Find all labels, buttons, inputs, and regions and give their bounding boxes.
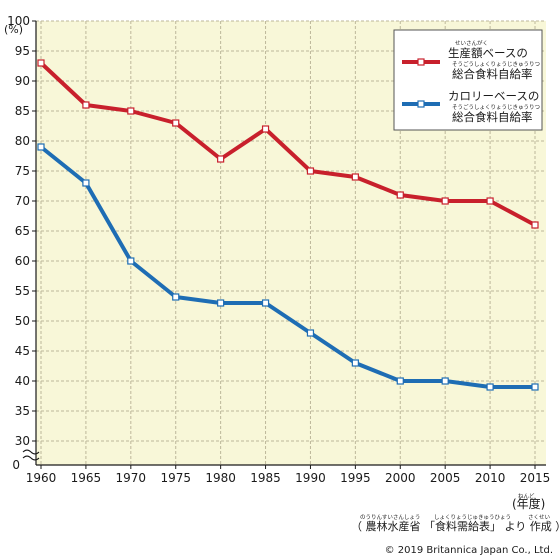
legend-label-production-1: 生産額ベースの (448, 46, 528, 60)
x-tick-label: 2000 (385, 471, 416, 485)
source-org-ruby: のうりんすいさんしょう (360, 514, 420, 521)
x-tick-label: 2015 (520, 471, 551, 485)
series-0-point (486, 197, 494, 205)
x-tick-label: 1985 (250, 471, 281, 485)
y-tick-label-zero: 0 (12, 458, 20, 472)
y-tick-label: 85 (15, 104, 30, 118)
legend-label-calorie-2: 総合食料自給率 (452, 110, 533, 124)
y-tick-labels: 30 35 40 45 50 55 60 65 70 75 80 85 90 95 100 0 (7, 14, 36, 472)
grid-lines (36, 20, 546, 465)
series-0-point (306, 167, 315, 175)
x-unit-label: (年度) (512, 496, 545, 511)
series-line-0 (39, 61, 536, 227)
series-1-point (82, 179, 90, 187)
series-1-point (531, 383, 539, 391)
source-doc-ruby: しょくりょうじゅきゅうひょう (434, 514, 511, 521)
series-1-point (261, 299, 270, 307)
y-tick-label: 80 (15, 134, 30, 148)
series-0-point (351, 173, 359, 181)
legend: せいさんがく 生産額ベースの そうごうしょくりょうじきゅうりつ 総合食料自給率 … (393, 29, 543, 131)
legend-ruby-production-2: そうごうしょくりょうじきゅうりつ (452, 60, 540, 68)
series-1-point (306, 329, 315, 337)
y-tick-label: 55 (15, 284, 30, 298)
series-1-point (172, 293, 180, 301)
y-tick-label: 40 (15, 374, 30, 388)
x-tick-labels: 1960 1965 1970 1975 1980 1985 1990 1995 2000 2005… (26, 465, 551, 485)
legend-box (393, 29, 543, 131)
y-tick-label: 95 (15, 44, 30, 58)
x-tick-label: 2010 (475, 471, 506, 485)
series-1-point (351, 359, 359, 367)
x-tick-label: 2005 (430, 471, 461, 485)
y-tick-label: 90 (15, 74, 30, 88)
series-1-point (396, 377, 404, 385)
series-1-point (217, 299, 225, 307)
x-tick-label: 1960 (26, 471, 57, 485)
legend-label-calorie-1: カロリーベースの (448, 89, 539, 103)
x-tick-label: 1995 (340, 471, 371, 485)
series-1-point (37, 143, 45, 151)
series-layer (37, 59, 539, 391)
series-0-point (217, 155, 225, 163)
series-0-point (82, 101, 90, 109)
y-tick-label: 35 (15, 404, 30, 418)
y-tick-label: 70 (15, 194, 30, 208)
source-note: のうりんすいさんしょう しょくりょうじゅきゅうひょう さくせい （ 農林水産省 … (351, 514, 560, 533)
legend-marker-calorie (417, 100, 425, 108)
legend-label-production-2: 総合食料自給率 (452, 67, 533, 81)
y-tick-label: 50 (15, 314, 30, 328)
x-tick-label: 1980 (205, 471, 236, 485)
series-0-point (261, 125, 270, 133)
axis-break-mark (22, 449, 40, 461)
x-tick-label: 1990 (295, 471, 326, 485)
series-0-point (396, 191, 404, 199)
x-tick-label: 1970 (116, 471, 147, 485)
series-0-point (37, 59, 45, 67)
y-tick-label: 100 (7, 14, 30, 28)
series-1-point (127, 257, 135, 265)
y-unit-label: (%) (4, 23, 23, 36)
y-tick-label: 60 (15, 254, 30, 268)
copyright-text: © 2019 Britannica Japan Co., Ltd. (385, 545, 553, 556)
y-tick-label: 75 (15, 164, 30, 178)
series-0-point (127, 107, 135, 115)
x-unit-ruby: ねんど (518, 492, 535, 500)
source-doc: 「食料需給表」 (424, 519, 501, 533)
source-suffix: より (505, 520, 527, 533)
source-org: 農林水産省 (366, 519, 421, 533)
series-1-point (441, 377, 449, 385)
x-tick-label: 1965 (71, 471, 102, 485)
legend-ruby-calorie-2: そうごうしょくりょうじきゅうりつ (452, 103, 540, 111)
series-1-point (486, 383, 494, 391)
y-tick-label: 45 (15, 344, 30, 358)
y-tick-label: 30 (15, 434, 30, 448)
x-tick-label: 1975 (160, 471, 191, 485)
svg-text:（ 農林水産省 「食料需給表: （ 農林水産省 「食料需給表」 より 作成 ） (351, 519, 560, 533)
legend-ruby-production: せいさんがく (455, 39, 488, 47)
series-0-point (172, 119, 180, 127)
series-0-point (441, 197, 449, 205)
source-made-ruby: さくせい (528, 514, 551, 521)
legend-marker-production (417, 58, 425, 66)
y-tick-label: 65 (15, 224, 30, 238)
source-made: 作成 (530, 520, 552, 533)
source-close: ） (555, 520, 560, 533)
series-line-1 (39, 145, 535, 389)
source-prefix: （ (351, 520, 362, 533)
series-0-point (531, 221, 539, 229)
